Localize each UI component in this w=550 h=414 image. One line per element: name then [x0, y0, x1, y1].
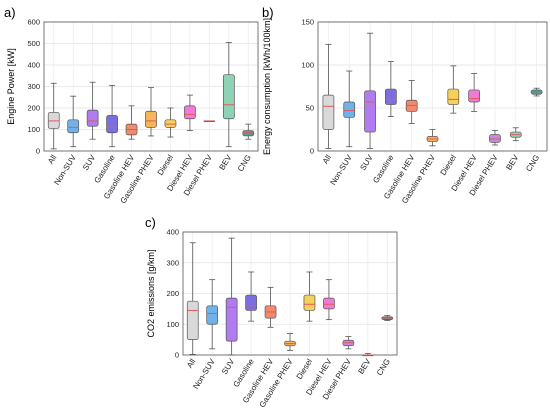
panel-a-engine-power: a) 0 100 200 300 400 500 600 Engine Power [kW] Al…: [4, 5, 259, 205]
box-gasoline: [106, 85, 118, 148]
x-tick-label: BEV: [217, 153, 233, 172]
y-tick-label: 100: [27, 125, 40, 134]
panel-label: a): [4, 5, 16, 20]
y-tick-label: 0: [36, 147, 40, 156]
box-iqr: [164, 119, 177, 128]
x-tick-label: SUV: [81, 153, 98, 172]
box-all: [47, 82, 60, 150]
box-suv: [225, 237, 238, 356]
x-tick-label: CNG: [375, 357, 392, 377]
box-gasoline-hev: [125, 105, 138, 140]
box-iqr: [447, 88, 460, 105]
box-non-suv: [206, 279, 219, 350]
box-diesel: [303, 271, 316, 322]
box-non-suv: [343, 70, 356, 148]
x-tick-label: SUV: [220, 357, 237, 376]
y-tick-label: 50: [306, 104, 314, 113]
box-iqr: [67, 119, 80, 134]
x-tick-label: CNG: [236, 153, 253, 173]
box-iqr: [343, 101, 356, 118]
box-gasoline-phev: [426, 129, 439, 147]
box-iqr: [242, 130, 255, 137]
box-bev: [509, 127, 522, 142]
box-cng: [381, 315, 394, 321]
box-all: [186, 242, 199, 355]
box-bev: [222, 42, 235, 148]
y-tick-label: 300: [27, 82, 40, 91]
box-gasoline-hev: [264, 286, 277, 328]
axes-frame: [43, 21, 259, 152]
box-cng: [242, 123, 255, 140]
box-gasoline: [245, 271, 257, 322]
y-tick-label: 600: [27, 18, 40, 27]
box-diesel-hev: [323, 279, 335, 321]
x-tick-label: BEV: [356, 357, 372, 376]
box-iqr: [184, 105, 196, 120]
y-tick-label: 150: [301, 18, 314, 27]
y-tick-label: 100: [301, 61, 314, 70]
box-iqr: [468, 89, 480, 103]
box-iqr: [245, 294, 257, 311]
y-axis-label: Energy consumption [kWh/100km]: [262, 18, 272, 155]
box-suv: [364, 32, 376, 149]
box-gasoline: [385, 61, 397, 117]
box-gasoline-hev: [405, 80, 418, 124]
box-iqr: [86, 109, 99, 127]
panel-label: b): [262, 5, 274, 20]
box-diesel: [164, 107, 177, 138]
box-suv: [86, 81, 99, 140]
box-diesel-hev: [468, 73, 480, 112]
box-bev: [361, 353, 374, 357]
y-tick-label: 0: [310, 147, 314, 156]
x-tick-label: All: [321, 153, 333, 165]
x-tick-label: All: [185, 357, 197, 369]
panel-b-energy-consumption: b) 0 50 100 150 Energy consumption [kWh/100km…: [262, 5, 548, 205]
box-iqr: [222, 74, 235, 120]
box-gasoline-phev: [145, 87, 157, 137]
x-tick-label: BEV: [504, 153, 520, 172]
x-tick-label: Diesel: [439, 153, 459, 177]
y-tick-label: 400: [166, 228, 179, 237]
box-iqr: [322, 94, 335, 130]
y-tick-label: 500: [27, 39, 40, 48]
y-tick-label: 0: [175, 351, 179, 360]
box-iqr: [303, 294, 316, 311]
box-iqr: [186, 300, 199, 340]
y-axis-label: CO2 emissions [g/km]: [146, 249, 156, 337]
y-tick-label: 100: [166, 320, 179, 329]
y-axis-label: Engine Power [kW]: [6, 48, 16, 125]
box-iqr: [47, 111, 60, 129]
box-diesel-phev: [342, 336, 355, 350]
x-tick-label: SUV: [358, 153, 375, 172]
box-iqr: [225, 297, 238, 342]
box-non-suv: [67, 95, 80, 148]
panel-label: c): [145, 215, 156, 230]
box-iqr: [385, 88, 397, 105]
box-iqr: [323, 297, 335, 310]
box-diesel-phev: [203, 120, 216, 123]
box-cng: [530, 87, 543, 97]
box-all: [322, 43, 335, 149]
box-iqr: [206, 305, 219, 325]
box-iqr: [145, 110, 157, 128]
box-iqr: [364, 90, 376, 133]
box-diesel-phev: [489, 129, 501, 146]
axes-frame: [182, 231, 398, 356]
box-diesel: [447, 65, 460, 114]
y-tick-label: 400: [27, 61, 40, 70]
box-diesel-hev: [184, 94, 196, 131]
y-tick-label: 300: [166, 258, 179, 267]
y-tick-label: 200: [166, 289, 179, 298]
x-tick-label: All: [46, 153, 58, 165]
y-tick-label: 200: [27, 104, 40, 113]
x-tick-label: Diesel: [295, 357, 315, 381]
x-tick-label: Diesel: [156, 153, 176, 177]
axes-frame: [317, 21, 548, 152]
box-iqr: [106, 115, 118, 134]
x-tick-label: CNG: [524, 153, 541, 173]
box-gasoline-phev: [284, 333, 296, 351]
